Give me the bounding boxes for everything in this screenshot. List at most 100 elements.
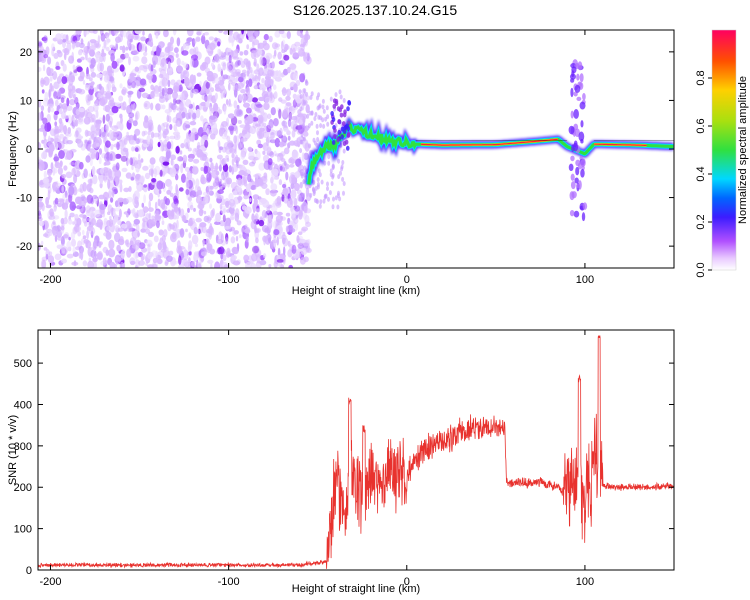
noise-blob [304, 52, 309, 60]
noise-blob [110, 143, 114, 150]
noise-blob [265, 188, 270, 196]
noise-blob [210, 162, 214, 172]
noise-blob [337, 158, 341, 164]
noise-blob [61, 174, 67, 179]
noise-blob [200, 138, 204, 146]
burst-blob [579, 73, 584, 83]
noise-blob [165, 198, 170, 206]
noise-blob [193, 158, 200, 164]
noise-blob [78, 161, 84, 170]
noise-blob [103, 74, 110, 83]
noise-blob [59, 199, 65, 204]
noise-blob [164, 168, 169, 173]
noise-blob [149, 138, 154, 148]
noise-blob [125, 46, 129, 51]
noise-blob [105, 83, 109, 92]
burst-blob [340, 134, 344, 140]
noise-blob [185, 177, 189, 184]
ridge-core-red [420, 138, 558, 146]
noise-blob [63, 234, 69, 239]
noise-blob [323, 193, 327, 199]
noise-blob [38, 242, 41, 251]
noise-blob [231, 158, 235, 166]
noise-blob [127, 90, 134, 95]
noise-blob [53, 52, 59, 60]
noise-blob [102, 114, 106, 125]
noise-blob [201, 34, 206, 45]
noise-blob [338, 89, 342, 95]
noise-blob [227, 250, 231, 256]
noise-blob [319, 199, 323, 205]
noise-blob [187, 207, 190, 213]
noise-blob [227, 113, 235, 119]
noise-blob [81, 173, 86, 179]
snr-y-axis: 0 100 200 300 400 500 [14, 358, 674, 577]
noise-blob [48, 152, 53, 158]
noise-blob [262, 131, 270, 138]
noise-blob [203, 166, 211, 174]
noise-blob [302, 123, 305, 129]
noise-blob [126, 213, 129, 218]
noise-blob [245, 236, 249, 243]
burst-blob [333, 134, 337, 140]
noise-blob [236, 109, 244, 117]
noise-blob [56, 244, 63, 250]
noise-blob [102, 53, 106, 63]
noise-blob [68, 88, 74, 99]
y-tick-label: 100 [14, 524, 32, 536]
noise-blob [320, 179, 324, 185]
noise-blob [195, 217, 202, 223]
noise-blob [61, 250, 67, 255]
noise-blob [66, 97, 70, 107]
noise-blob [77, 114, 82, 120]
noise-blob [309, 95, 313, 100]
noise-blob [259, 56, 264, 66]
noise-blob [95, 128, 101, 136]
noise-blob [82, 214, 88, 224]
noise-blob [189, 190, 197, 198]
noise-blob [267, 121, 274, 129]
burst-blob [337, 119, 341, 125]
noise-blob [162, 122, 170, 128]
noise-blob [154, 201, 158, 211]
snr-panel: -200 -100 0 100 0 100 200 300 400 500 Height of … [7, 329, 675, 595]
noise-blob [228, 165, 232, 173]
noise-blob [157, 251, 165, 259]
noise-blob [268, 237, 271, 244]
noise-blob [64, 209, 68, 219]
noise-blob [188, 250, 192, 256]
noise-blob [278, 30, 285, 35]
colorbar-tick-label: 0.4 [695, 166, 707, 181]
noise-blob [242, 71, 247, 80]
noise-blob [52, 46, 56, 52]
noise-blob [190, 260, 196, 268]
noise-blob [94, 119, 102, 129]
noise-blob [272, 84, 277, 90]
noise-blob [111, 84, 116, 89]
noise-blob [263, 42, 270, 51]
noise-blob [250, 184, 257, 191]
noise-blob [90, 250, 96, 258]
noise-blob [305, 247, 312, 253]
noise-blob [173, 212, 179, 220]
noise-blob [161, 104, 166, 110]
noise-blob [261, 210, 267, 219]
y-tick-label: -20 [16, 241, 32, 253]
noise-blob [111, 105, 119, 114]
noise-blob [38, 127, 46, 132]
noise-blob [147, 243, 153, 247]
noise-blob [242, 159, 249, 165]
noise-blob [244, 133, 251, 138]
noise-blob [42, 184, 47, 188]
noise-blob [294, 52, 301, 58]
noise-blob [87, 260, 94, 268]
noise-blob [120, 250, 126, 259]
noise-blob [327, 154, 331, 160]
noise-blob [205, 100, 210, 108]
noise-blob [204, 56, 211, 65]
noise-blob [163, 30, 169, 38]
noise-blob [342, 181, 346, 187]
noise-blob [166, 255, 173, 262]
noise-blob [111, 186, 118, 192]
noise-blob [176, 156, 180, 162]
